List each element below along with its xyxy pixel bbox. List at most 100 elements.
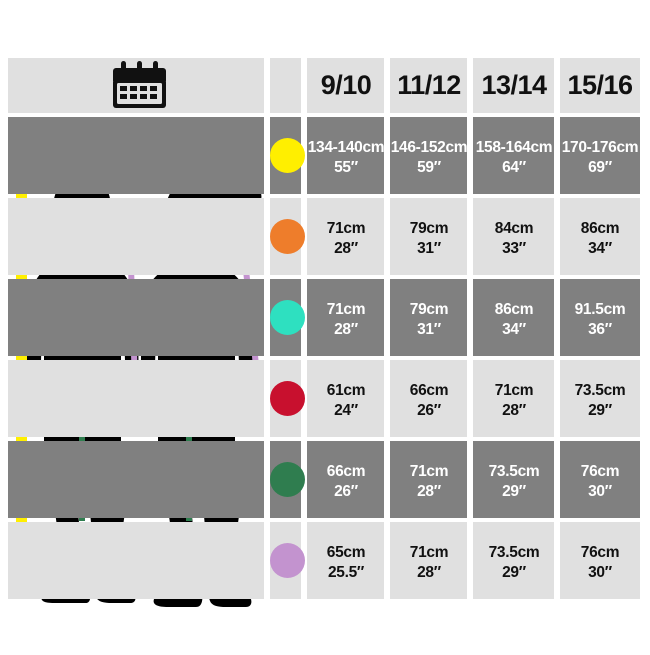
column-divider: [467, 360, 473, 437]
value-inches: 28″: [502, 401, 526, 419]
value-cm: 134-140cm: [307, 139, 385, 156]
column-divider: [467, 279, 473, 356]
measurement-cell: 66cm 26″: [390, 381, 468, 421]
value-cm: 71cm: [494, 382, 534, 399]
table-row: 61cm 24″ 66cm 26″ 71cm 28″ 73.5cm 29″: [8, 360, 640, 437]
measurement-legend-dot-waist-red: [270, 381, 305, 416]
measurement-cell: 76cm 30″: [560, 462, 640, 502]
measurement-legend-dot-sleeve-purple: [270, 543, 305, 578]
value-inches: 24″: [334, 401, 358, 419]
value-cm: 73.5cm: [574, 382, 626, 399]
column-divider: [554, 441, 560, 518]
table-row: 65cm 25.5″ 71cm 28″ 73.5cm 29″ 76cm 30″: [8, 522, 640, 599]
value-cm: 65cm: [326, 544, 366, 561]
measurement-cell: 71cm 28″: [390, 543, 468, 583]
value-cm: 86cm: [580, 220, 620, 237]
column-divider: [554, 279, 560, 356]
value-inches: 26″: [417, 401, 441, 419]
column-divider: [301, 58, 307, 113]
column-divider: [384, 441, 390, 518]
value-cm: 76cm: [580, 544, 620, 561]
table-header-row: 9/10 11/12 13/14 15/16: [8, 58, 640, 113]
value-cm: 73.5cm: [488, 463, 540, 480]
value-cm: 86cm: [494, 301, 534, 318]
value-inches: 29″: [588, 401, 612, 419]
value-cm: 66cm: [326, 463, 366, 480]
measurement-cell: 71cm 28″: [390, 462, 468, 502]
column-divider: [264, 117, 270, 194]
value-inches: 25.5″: [327, 563, 365, 581]
measurement-cell: 65cm 25.5″: [307, 543, 385, 583]
value-inches: 29″: [502, 563, 526, 581]
value-inches: 28″: [334, 239, 358, 257]
value-cm: 76cm: [580, 463, 620, 480]
column-divider: [384, 117, 390, 194]
measurement-cell: 134-140cm 55″: [307, 138, 385, 178]
column-divider: [264, 198, 270, 275]
measurement-cell: 71cm 28″: [473, 381, 555, 421]
measurement-cell: 86cm 34″: [473, 300, 555, 340]
value-inches: 31″: [417, 239, 441, 257]
column-divider: [264, 360, 270, 437]
value-cm: 73.5cm: [488, 544, 540, 561]
measurement-cell: 86cm 34″: [560, 219, 640, 259]
measurement-cell: 66cm 26″: [307, 462, 385, 502]
table-row: 66cm 26″ 71cm 28″ 73.5cm 29″ 76cm 30″: [8, 441, 640, 518]
column-divider: [554, 198, 560, 275]
value-inches: 36″: [588, 320, 612, 338]
measurement-legend-dot-height: [270, 138, 305, 173]
column-divider: [467, 58, 473, 113]
measurement-cell: 71cm 28″: [307, 219, 385, 259]
value-inches: 30″: [588, 482, 612, 500]
value-cm: 79cm: [409, 301, 449, 318]
size-column-header-2[interactable]: 11/12: [397, 70, 461, 100]
column-divider: [264, 522, 270, 599]
column-divider: [467, 117, 473, 194]
value-cm: 71cm: [409, 544, 449, 561]
value-cm: 61cm: [326, 382, 366, 399]
value-cm: 66cm: [409, 382, 449, 399]
measurement-cell: 158-164cm 64″: [473, 138, 555, 178]
column-divider: [264, 279, 270, 356]
column-divider: [384, 58, 390, 113]
measurement-cell: 73.5cm 29″: [560, 381, 640, 421]
measurement-cell: 170-176cm 69″: [560, 138, 640, 178]
column-divider: [554, 522, 560, 599]
size-column-header-3[interactable]: 13/14: [481, 70, 547, 100]
measurement-cell: 84cm 33″: [473, 219, 555, 259]
measurement-legend-dot-inseam-green: [270, 462, 305, 497]
value-inches: 33″: [502, 239, 526, 257]
size-column-header-4[interactable]: 15/16: [567, 70, 633, 100]
column-divider: [384, 522, 390, 599]
column-divider: [554, 58, 560, 113]
measurement-cell: 146-152cm 59″: [390, 138, 468, 178]
column-divider: [264, 58, 270, 113]
value-cm: 71cm: [326, 301, 366, 318]
measurement-cell: 79cm 31″: [390, 219, 468, 259]
value-inches: 55″: [334, 158, 358, 176]
column-divider: [384, 198, 390, 275]
value-cm: 71cm: [409, 463, 449, 480]
column-divider: [384, 360, 390, 437]
size-column-header-1[interactable]: 9/10: [320, 70, 372, 100]
column-divider: [467, 522, 473, 599]
measurement-cell: 71cm 28″: [307, 300, 385, 340]
value-inches: 29″: [502, 482, 526, 500]
value-inches: 28″: [417, 563, 441, 581]
measurement-cell: 61cm 24″: [307, 381, 385, 421]
table-row: 71cm 28″ 79cm 31″ 84cm 33″ 86cm 34″: [8, 198, 640, 275]
value-cm: 91.5cm: [574, 301, 626, 318]
value-inches: 59″: [417, 158, 441, 176]
value-inches: 34″: [502, 320, 526, 338]
value-cm: 71cm: [326, 220, 366, 237]
measurement-cell: 91.5cm 36″: [560, 300, 640, 340]
value-inches: 30″: [588, 563, 612, 581]
column-divider: [384, 279, 390, 356]
value-cm: 170-176cm: [561, 139, 639, 156]
value-cm: 84cm: [494, 220, 534, 237]
column-divider: [264, 441, 270, 518]
measurement-cell: 76cm 30″: [560, 543, 640, 583]
value-inches: 26″: [334, 482, 358, 500]
table-row: 71cm 28″ 79cm 31″ 86cm 34″ 91.5cm 36″: [8, 279, 640, 356]
